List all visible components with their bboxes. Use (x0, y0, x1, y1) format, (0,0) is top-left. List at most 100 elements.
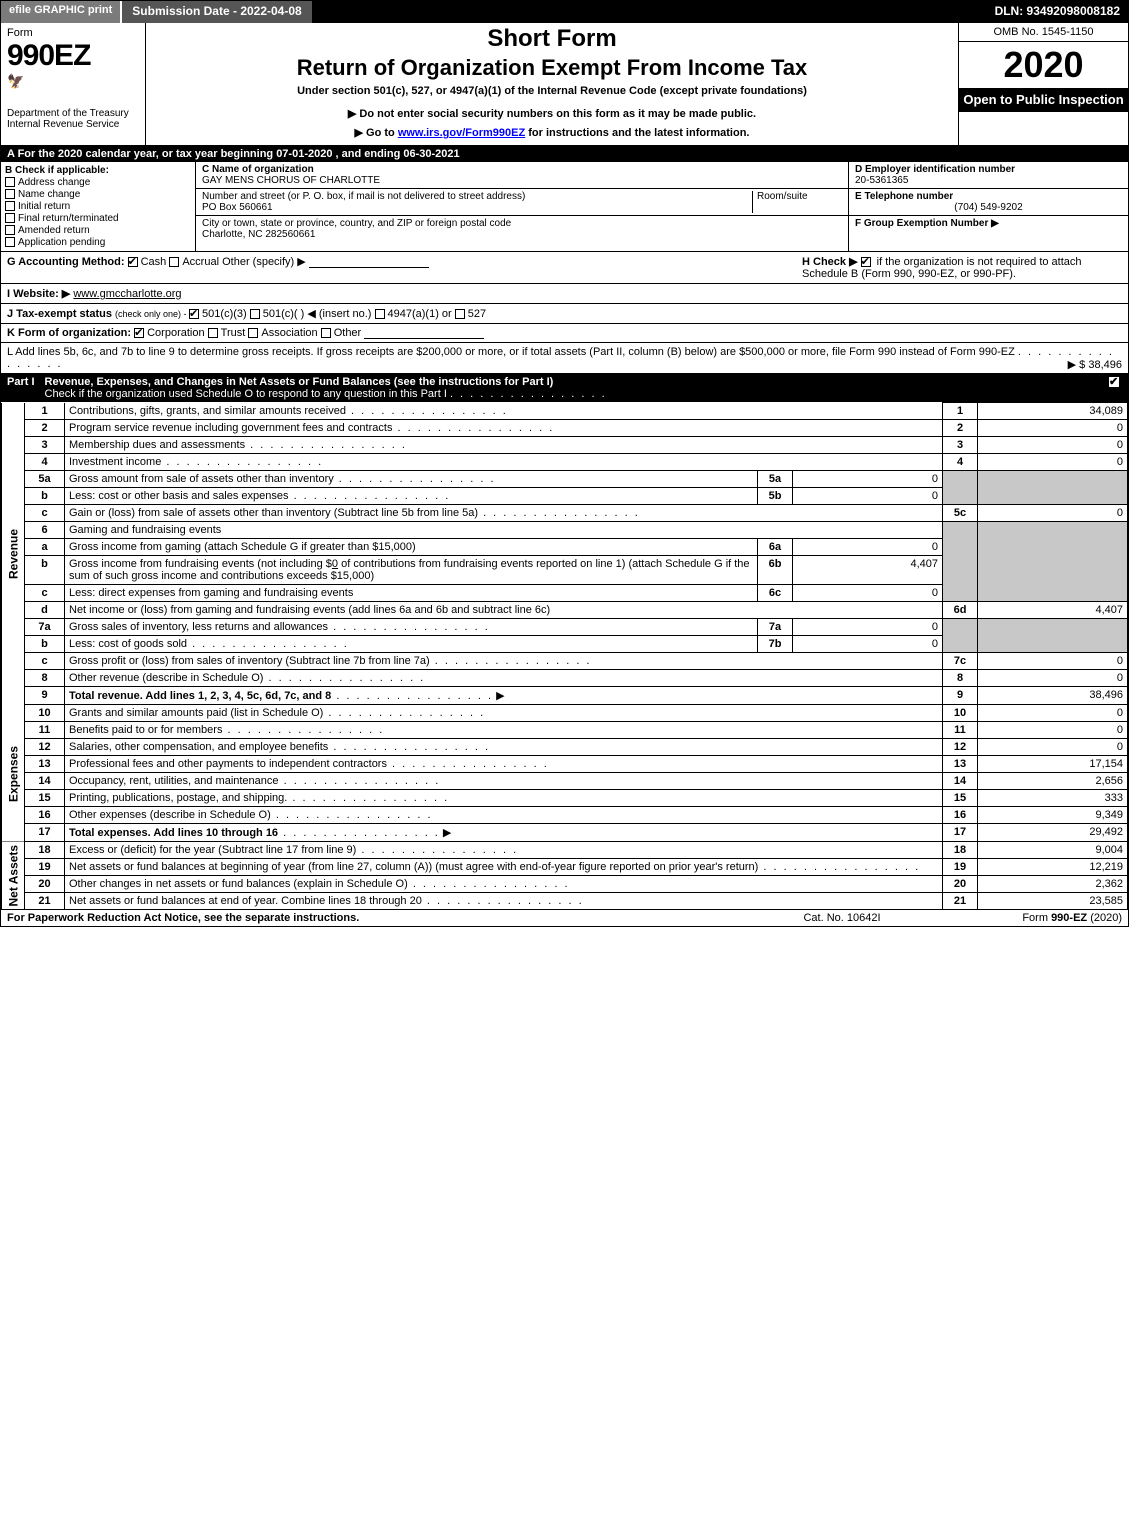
line-10-val: 0 (978, 705, 1128, 722)
line-4-desc: Investment income (69, 456, 161, 468)
line-4-val: 0 (978, 454, 1128, 471)
irs-logo-icon: 🦅 (7, 73, 139, 90)
ssn-warning: ▶ Do not enter social security numbers o… (152, 107, 952, 120)
cb-final-return[interactable]: Final return/terminated (5, 213, 191, 224)
line-6a-val: 0 (793, 539, 943, 556)
line-5a-desc: Gross amount from sale of assets other t… (69, 473, 334, 485)
line-9-desc: Total revenue. Add lines 1, 2, 3, 4, 5c,… (69, 690, 331, 702)
line-7c-val: 0 (978, 653, 1128, 670)
box-e-label: E Telephone number (855, 191, 1122, 202)
row-l: L Add lines 5b, 6c, and 7b to line 9 to … (1, 343, 1128, 374)
row-k-label: K Form of organization: (7, 327, 131, 339)
cb-other-org[interactable] (321, 328, 331, 338)
cb-association[interactable] (248, 328, 258, 338)
efile-print-button[interactable]: efile GRAPHIC print (1, 1, 122, 23)
line-19-val: 12,219 (978, 859, 1128, 876)
part-i-check-text: Check if the organization used Schedule … (45, 388, 447, 400)
line-7b-val: 0 (793, 636, 943, 653)
part-i-header: Part I Revenue, Expenses, and Changes in… (1, 374, 1128, 402)
line-6c-desc: Less: direct expenses from gaming and fu… (69, 587, 353, 599)
line-11-desc: Benefits paid to or for members (69, 724, 222, 736)
org-info-grid: B Check if applicable: Address change Na… (1, 162, 1128, 252)
form-ref: Form 990-EZ (2020) (942, 912, 1122, 924)
line-7c-desc: Gross profit or (loss) from sales of inv… (69, 655, 430, 667)
line-14-val: 2,656 (978, 773, 1128, 790)
line-21-val: 23,585 (978, 893, 1128, 910)
page-footer: For Paperwork Reduction Act Notice, see … (1, 909, 1128, 926)
form-990ez-page: efile GRAPHIC print Submission Date - 20… (0, 0, 1129, 927)
part-i-title: Revenue, Expenses, and Changes in Net As… (45, 376, 554, 388)
cb-address-change[interactable]: Address change (5, 177, 191, 188)
cb-application-pending[interactable]: Application pending (5, 237, 191, 248)
goto-line: ▶ Go to www.irs.gov/Form990EZ for instru… (152, 126, 952, 139)
line-6b-val: 4,407 (793, 556, 943, 585)
line-12-val: 0 (978, 739, 1128, 756)
open-to-public: Open to Public Inspection (959, 88, 1128, 112)
sidebar-expenses: Expenses (2, 705, 25, 842)
form-number: 990EZ (7, 39, 139, 73)
submission-date: Submission Date - 2022-04-08 (122, 1, 311, 23)
header-mid: Short Form Return of Organization Exempt… (146, 23, 958, 145)
line-7b-desc: Less: cost of goods sold (69, 638, 187, 650)
line-5b-val: 0 (793, 488, 943, 505)
cb-corporation[interactable] (134, 328, 144, 338)
line-21-desc: Net assets or fund balances at end of ye… (69, 895, 422, 907)
cb-name-change[interactable]: Name change (5, 189, 191, 200)
cb-501c3[interactable] (189, 309, 199, 319)
website[interactable]: www.gmccharlotte.org (73, 288, 181, 300)
goto-link[interactable]: www.irs.gov/Form990EZ (398, 127, 525, 139)
part-i-table: Revenue 1 Contributions, gifts, grants, … (1, 402, 1128, 909)
return-title: Return of Organization Exempt From Incom… (152, 55, 952, 81)
other-specify-input[interactable] (309, 256, 429, 268)
under-section: Under section 501(c), 527, or 4947(a)(1)… (152, 85, 952, 97)
line-20-val: 2,362 (978, 876, 1128, 893)
line-13-desc: Professional fees and other payments to … (69, 758, 387, 770)
line-10-desc: Grants and similar amounts paid (list in… (69, 707, 323, 719)
other-org-input[interactable] (364, 327, 484, 339)
cb-4947a1[interactable] (375, 309, 385, 319)
line-1-rn: 1 (943, 403, 978, 420)
row-i-label: I Website: ▶ (7, 288, 70, 300)
row-g-label: G Accounting Method: (7, 256, 125, 268)
line-6b-desc-1: Gross income from fundraising events (no… (69, 558, 332, 570)
ein: 20-5361365 (855, 175, 1122, 186)
paperwork-notice: For Paperwork Reduction Act Notice, see … (7, 912, 742, 924)
cb-amended-return[interactable]: Amended return (5, 225, 191, 236)
topbar: efile GRAPHIC print Submission Date - 20… (1, 1, 1128, 23)
line-17-val: 29,492 (978, 824, 1128, 842)
cb-501c[interactable] (250, 309, 260, 319)
line-7a-desc: Gross sales of inventory, less returns a… (69, 621, 328, 633)
dln: DLN: 93492098008182 (987, 1, 1128, 23)
line-12-desc: Salaries, other compensation, and employ… (69, 741, 328, 753)
line-5c-val: 0 (978, 505, 1128, 522)
line-18-desc: Excess or (deficit) for the year (Subtra… (69, 844, 356, 856)
cb-h[interactable] (861, 257, 871, 267)
line-5b-desc: Less: cost or other basis and sales expe… (69, 490, 289, 502)
cb-527[interactable] (455, 309, 465, 319)
line-6-desc: Gaming and fundraising events (69, 524, 221, 536)
row-g: G Accounting Method: Cash Accrual Other … (7, 255, 792, 280)
line-8-val: 0 (978, 670, 1128, 687)
box-c-label: C Name of organization (202, 164, 842, 175)
tax-year: 2020 (959, 42, 1128, 88)
sidebar-net-assets: Net Assets (2, 842, 25, 910)
form-header: Form 990EZ 🦅 Department of the Treasury … (1, 23, 1128, 146)
cb-cash[interactable] (128, 257, 138, 267)
box-b-label: B Check if applicable: (5, 165, 191, 176)
cb-initial-return[interactable]: Initial return (5, 201, 191, 212)
short-form-title: Short Form (152, 25, 952, 53)
city-label: City or town, state or province, country… (202, 218, 842, 229)
line-3-val: 0 (978, 437, 1128, 454)
cb-accrual[interactable] (169, 257, 179, 267)
org-address: PO Box 560661 (202, 202, 752, 213)
cb-part-i-schedule-o[interactable] (1109, 377, 1119, 387)
line-13-val: 17,154 (978, 756, 1128, 773)
line-19-desc: Net assets or fund balances at beginning… (69, 861, 758, 873)
sidebar-revenue: Revenue (2, 403, 25, 705)
line-2-desc: Program service revenue including govern… (69, 422, 392, 434)
line-1-desc: Contributions, gifts, grants, and simila… (69, 405, 346, 417)
cb-trust[interactable] (208, 328, 218, 338)
header-left: Form 990EZ 🦅 Department of the Treasury … (1, 23, 146, 145)
line-15-desc: Printing, publications, postage, and shi… (69, 792, 287, 804)
row-l-val: ▶ $ 38,496 (1068, 358, 1122, 371)
